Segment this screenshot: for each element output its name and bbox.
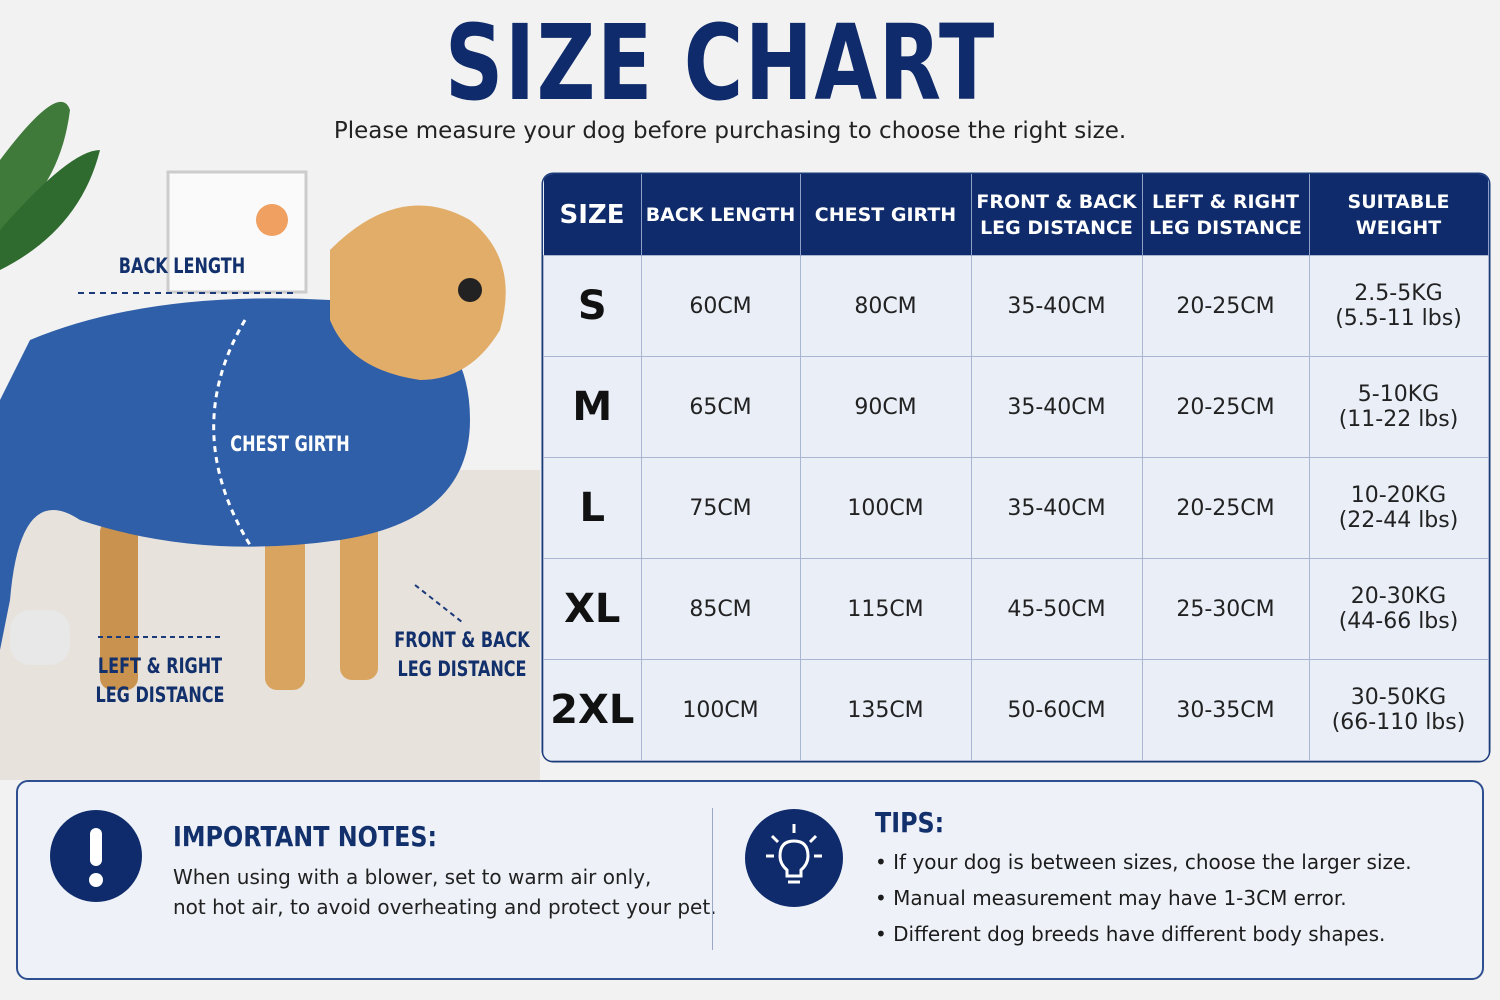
table-cell: 50-60CM <box>970 659 1143 761</box>
diagram-label: LEFT & RIGHT LEG DISTANCE <box>84 652 237 710</box>
header-line: SIZE <box>559 199 625 230</box>
weight-kg: 5-10KG <box>1357 382 1440 407</box>
weight-kg: 20-30KG <box>1350 584 1447 609</box>
header-line: FRONT & BACK <box>976 190 1137 213</box>
notes-line: When using with a blower, set to warm ai… <box>173 865 652 889</box>
header-line: LEFT & RIGHT <box>1152 190 1299 213</box>
diagram-label: FRONT & BACK LEG DISTANCE <box>394 626 530 684</box>
diagram-label: BACK LENGTH <box>89 252 276 281</box>
diagram-label: CHEST GIRTH <box>214 430 367 459</box>
weight-lbs: (11-22 lbs) <box>1338 407 1459 432</box>
table-cell: 35-40CM <box>970 356 1143 458</box>
size-cell: XL <box>543 558 642 660</box>
column-header: SUITABLE WEIGHT <box>1309 174 1489 256</box>
column-header: SIZE <box>543 174 642 256</box>
weight-lbs: (66-110 lbs) <box>1331 710 1466 735</box>
weight-cell: 20-30KG (44-66 lbs) <box>1308 558 1489 660</box>
diagram-label-line: LEFT & RIGHT <box>97 654 223 678</box>
table-cell: 20-25CM <box>1141 356 1310 458</box>
diagram-label-line: CHEST GIRTH <box>230 432 350 456</box>
divider <box>712 808 713 950</box>
header-line: LEG DISTANCE <box>980 216 1133 239</box>
weight-lbs: (44-66 lbs) <box>1338 609 1459 634</box>
tip-item: Different dog breeds have different body… <box>875 916 1412 952</box>
weight-lbs: (5.5-11 lbs) <box>1335 306 1462 331</box>
title: SIZE CHART <box>444 2 996 124</box>
size-cell: S <box>543 255 642 357</box>
notes-box: IMPORTANT NOTES: When using with a blowe… <box>16 780 1484 980</box>
table-cell: 85CM <box>640 558 801 660</box>
diagram-label-line: FRONT & BACK <box>394 628 530 652</box>
column-header: BACK LENGTH <box>641 174 801 256</box>
weight-cell: 10-20KG (22-44 lbs) <box>1308 457 1489 559</box>
table-row: S 60CM 80CM 35-40CM 20-25CM 2.5-5KG (5.5-11 lb… <box>543 255 1489 357</box>
weight-lbs: (22-44 lbs) <box>1338 508 1459 533</box>
header-row: SIZE BACK LENGTH CHEST GIRTH FRONT & BACK LE… <box>543 174 1489 256</box>
column-header: CHEST GIRTH <box>800 174 972 256</box>
size-cell: 2XL <box>543 659 642 761</box>
size-cell: L <box>543 457 642 559</box>
table-row: 2XL 100CM 135CM 50-60CM 30-35CM 30-50KG (66-11… <box>543 659 1489 761</box>
table-row: XL 85CM 115CM 45-50CM 25-30CM 20-30KG (44-66 l… <box>543 558 1489 660</box>
column-header: FRONT & BACK LEG DISTANCE <box>971 174 1143 256</box>
tips-list: If your dog is between sizes, choose the… <box>875 844 1412 952</box>
diagram-label-line: LEG DISTANCE <box>95 683 225 707</box>
dog-illustration <box>0 101 540 780</box>
notes-title: IMPORTANT NOTES: <box>173 820 438 853</box>
weight-cell: 30-50KG (66-110 lbs) <box>1308 659 1489 761</box>
table-cell: 35-40CM <box>970 255 1143 357</box>
table-row: M 65CM 90CM 35-40CM 20-25CM 5-10KG (11-22 lbs) <box>543 356 1489 458</box>
size-cell: M <box>543 356 642 458</box>
table-cell: 100CM <box>640 659 801 761</box>
table-cell: 75CM <box>640 457 801 559</box>
diagram-label-line: BACK LENGTH <box>118 254 246 278</box>
weight-kg: 2.5-5KG <box>1354 281 1443 306</box>
weight-cell: 2.5-5KG (5.5-11 lbs) <box>1308 255 1489 357</box>
table-cell: 30-35CM <box>1141 659 1310 761</box>
tip-item: Manual measurement may have 1-3CM error. <box>875 880 1412 916</box>
table-cell: 80CM <box>799 255 972 357</box>
table-cell: 135CM <box>799 659 972 761</box>
tips-title: TIPS: <box>875 806 945 839</box>
weight-kg: 30-50KG <box>1350 685 1447 710</box>
table-cell: 20-25CM <box>1141 255 1310 357</box>
notes-line: not hot air, to avoid overheating and pr… <box>173 895 717 919</box>
column-header: LEFT & RIGHT LEG DISTANCE <box>1142 174 1310 256</box>
header-line: SUITABLE WEIGHT <box>1347 190 1450 239</box>
alert-icon <box>50 810 142 902</box>
table-cell: 45-50CM <box>970 558 1143 660</box>
table-cell: 90CM <box>799 356 972 458</box>
table-cell: 65CM <box>640 356 801 458</box>
notes-text: When using with a blower, set to warm ai… <box>173 862 717 922</box>
table-row: L 75CM 100CM 35-40CM 20-25CM 10-20KG (22-44 lb… <box>543 457 1489 559</box>
weight-kg: 10-20KG <box>1350 483 1447 508</box>
header-line: BACK LENGTH <box>645 203 796 226</box>
bulb-icon <box>745 809 843 907</box>
subtitle: Please measure your dog before purchasin… <box>333 118 1127 144</box>
weight-cell: 5-10KG (11-22 lbs) <box>1308 356 1489 458</box>
table-cell: 35-40CM <box>970 457 1143 559</box>
header-line: LEG DISTANCE <box>1149 216 1302 239</box>
size-table: SIZE BACK LENGTH CHEST GIRTH FRONT & BACK LE… <box>543 174 1489 761</box>
table-cell: 115CM <box>799 558 972 660</box>
diagram-label-line: LEG DISTANCE <box>397 657 527 681</box>
tip-item: If your dog is between sizes, choose the… <box>875 844 1412 880</box>
table-cell: 20-25CM <box>1141 457 1310 559</box>
header-line: CHEST GIRTH <box>814 203 957 226</box>
table-cell: 100CM <box>799 457 972 559</box>
table-cell: 25-30CM <box>1141 558 1310 660</box>
table-cell: 60CM <box>640 255 801 357</box>
